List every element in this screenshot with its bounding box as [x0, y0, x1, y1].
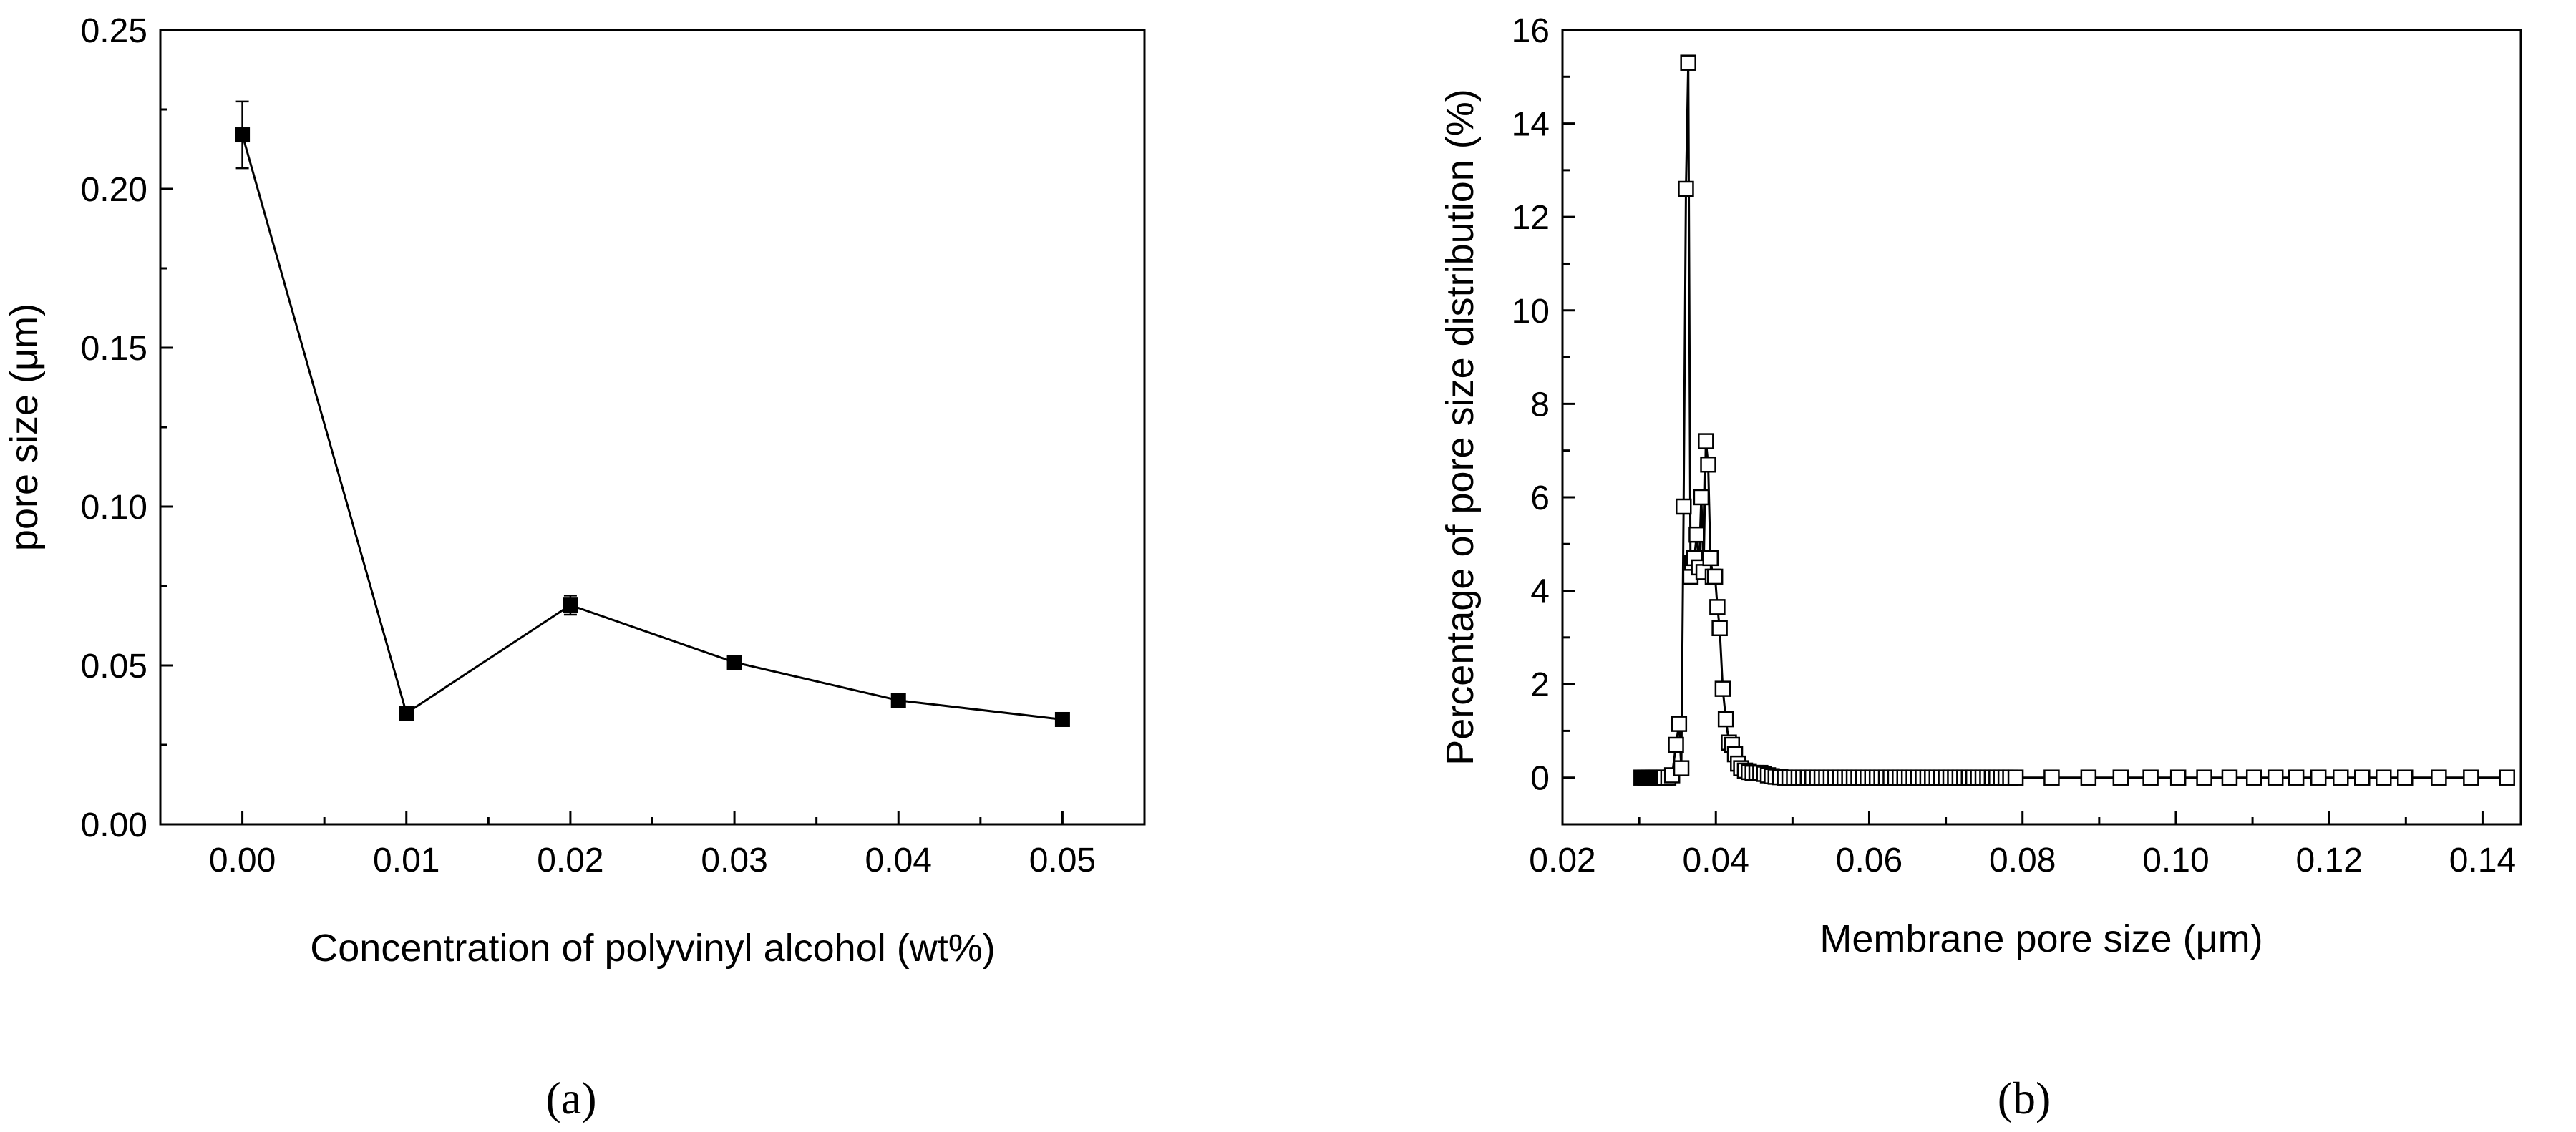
- panel-b-series: [1633, 54, 2515, 786]
- panel-a-chart: 0.00 0.01 0.02 0.03 0.04 0.05 0.00 0.05 0.10 0.15…: [3, 12, 1146, 1123]
- panel-a-x-axis-label: Concentration of polyvinyl alcohol (wt%): [310, 927, 995, 970]
- data-point: [2463, 769, 2479, 786]
- data-point: [1714, 680, 1731, 697]
- data-point: [1675, 498, 1692, 515]
- data-point: [1671, 716, 1688, 732]
- x-tick-label: 0.02: [1529, 841, 1595, 879]
- data-point: [1693, 489, 1710, 506]
- data-point: [2043, 769, 2060, 786]
- x-tick-label: 0.14: [2449, 841, 2516, 879]
- data-point: [1668, 736, 1684, 753]
- panel-b-plot-frame: [1561, 29, 2522, 826]
- data-point: [1717, 711, 1734, 728]
- x-tick-label: 0.08: [1989, 841, 2056, 879]
- data-point: [2245, 769, 2262, 786]
- y-tick-label: 10: [1512, 293, 1550, 331]
- data-point: [1688, 526, 1705, 543]
- data-point: [1698, 433, 1714, 449]
- series-line: [1641, 62, 2507, 779]
- panel-b-x-axis-label: Membrane pore size (μm): [1819, 917, 2262, 960]
- panel-b-y-axis-label: Percentage of pore size distribution (%): [1439, 89, 1482, 765]
- y-tick-label: 0.05: [81, 648, 147, 685]
- y-tick-label: 2: [1530, 666, 1550, 704]
- panel-a-series: [235, 100, 1070, 727]
- data-point: [2288, 769, 2305, 786]
- data-point: [1709, 599, 1726, 615]
- data-point: [563, 597, 578, 613]
- y-tick-label: 0.25: [81, 12, 147, 50]
- x-tick-label: 0.05: [1029, 841, 1096, 879]
- data-point: [2333, 769, 2349, 786]
- panel-a-y-axis-label: pore size (μm): [3, 303, 46, 551]
- panel-a-label: (a): [545, 1073, 596, 1123]
- x-tick-label: 0.03: [701, 841, 767, 879]
- x-tick-label: 0.12: [2295, 841, 2362, 879]
- x-tick-label: 0.10: [2142, 841, 2209, 879]
- data-point: [1711, 620, 1728, 637]
- data-point: [2169, 769, 2187, 786]
- x-tick-label: 0.04: [1683, 841, 1749, 879]
- y-tick-label: 0.00: [81, 806, 147, 844]
- data-point: [2396, 769, 2414, 786]
- data-point: [2007, 769, 2024, 786]
- data-point: [399, 706, 414, 721]
- data-point: [1700, 456, 1716, 473]
- data-point: [2112, 769, 2129, 786]
- y-tick-label: 0.15: [81, 330, 147, 368]
- y-tick-label: 0.10: [81, 489, 147, 527]
- data-point: [726, 655, 742, 670]
- data-point: [1702, 550, 1719, 567]
- y-tick-label: 6: [1530, 479, 1550, 517]
- x-tick-label: 0.00: [209, 841, 276, 879]
- y-tick-label: 12: [1512, 199, 1550, 237]
- data-point: [1680, 54, 1696, 71]
- data-point: [2431, 769, 2447, 786]
- data-point: [1706, 568, 1724, 585]
- x-tick-label: 0.06: [1836, 841, 1902, 879]
- series-line: [241, 135, 1063, 721]
- x-tick-label: 0.01: [373, 841, 439, 879]
- y-tick-label: 4: [1530, 573, 1550, 611]
- data-point: [890, 693, 906, 708]
- x-tick-label: 0.04: [865, 841, 932, 879]
- data-point: [2196, 769, 2212, 786]
- y-tick-label: 0.20: [81, 171, 147, 209]
- panel-b-label: (b): [1998, 1073, 2051, 1123]
- y-tick-label: 16: [1512, 12, 1550, 50]
- data-point: [2142, 769, 2159, 786]
- y-tick-label: 0: [1530, 760, 1550, 798]
- data-point: [1673, 760, 1690, 776]
- panel-a-ticks: 0.00 0.01 0.02 0.03 0.04 0.05 0.00 0.05 0.10 0.15…: [81, 12, 1097, 879]
- y-tick-label: 8: [1530, 386, 1550, 424]
- data-point: [2267, 769, 2284, 786]
- y-tick-label: 14: [1512, 106, 1550, 144]
- panel-b-chart: 0.02 0.04 0.06 0.08 0.10 0.12 0.14 0 2 4 6 8 10 12 14 1…: [1439, 12, 2522, 1123]
- data-point: [1054, 711, 1070, 727]
- data-point: [2499, 769, 2515, 786]
- x-tick-label: 0.02: [537, 841, 603, 879]
- data-point: [2080, 769, 2097, 786]
- data-point: [235, 127, 251, 143]
- panel-b-ticks: 0.02 0.04 0.06 0.08 0.10 0.12 0.14 0 2 4 6 8 10 12 14 1…: [1512, 12, 2517, 879]
- data-point: [2354, 769, 2371, 786]
- data-point: [2221, 769, 2238, 786]
- data-point: [2310, 769, 2327, 786]
- panel-a-plot-frame: [159, 29, 1146, 826]
- data-point: [1678, 180, 1694, 197]
- data-point: [2376, 769, 2392, 786]
